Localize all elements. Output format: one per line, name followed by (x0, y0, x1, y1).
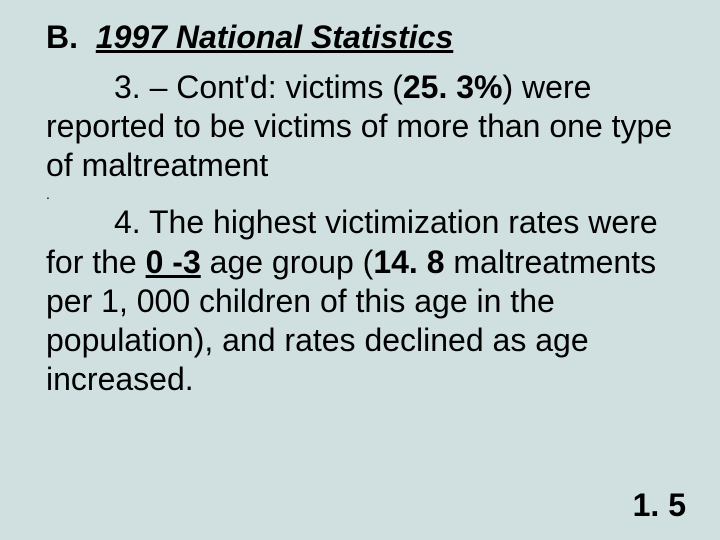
para4-mid: age group ( (201, 244, 374, 280)
para4-rate: 14. 8 (373, 244, 444, 280)
section-letter: B. (46, 19, 78, 55)
section-heading: B. 1997 National Statistics (46, 18, 692, 56)
para3-percent: 25. 3% (403, 69, 503, 105)
page-number: 1. 5 (633, 487, 686, 524)
para3-lead: 3. – Cont'd: victims ( (114, 69, 403, 105)
para4-age-group: 0 -3 (146, 244, 201, 280)
separator-dot: . (46, 187, 692, 201)
section-title: 1997 National Statistics (96, 19, 453, 55)
paragraph-3: 3. – Cont'd: victims (25. 3%) were repor… (46, 68, 684, 185)
paragraph-4: 4. The highest victimization rates were … (46, 203, 684, 398)
